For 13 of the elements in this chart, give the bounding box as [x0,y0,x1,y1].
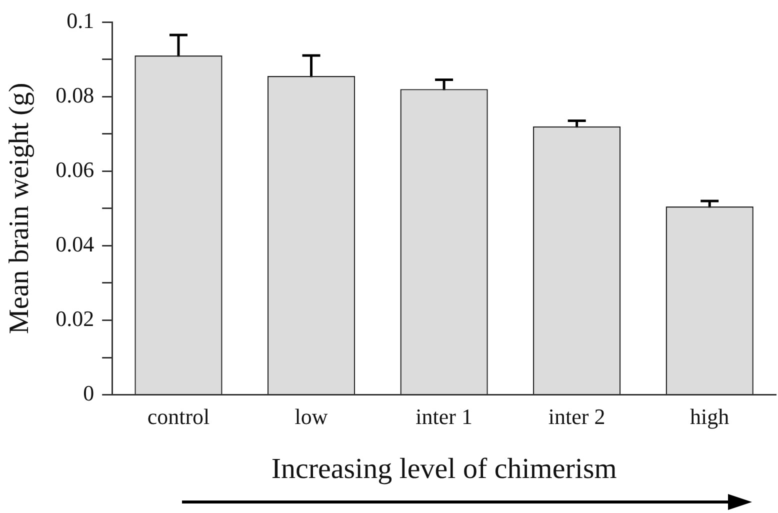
x-tick-label: inter 1 [416,404,472,429]
x-tick-label: inter 2 [548,404,606,429]
y-tick-label: 0.1 [66,8,94,33]
y-tick-label: 0.06 [56,156,94,182]
x-tick-label: high [690,404,730,429]
y-tick-label: 0 [83,380,94,406]
y-tick-label: 0.08 [56,82,94,108]
y-axis-title: Mean brain weight (g) [4,82,36,334]
y-tick-label: 0.04 [56,231,94,256]
y-tick-label: 0.02 [56,306,94,332]
x-tick-label: control [147,404,210,429]
x-tick-label: low [294,404,328,429]
x-axis-title: Increasing level of chimerism [271,453,618,486]
